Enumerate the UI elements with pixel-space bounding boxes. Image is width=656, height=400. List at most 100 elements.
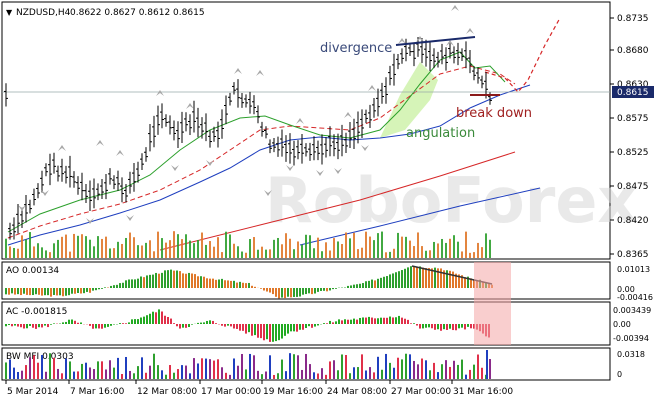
price-axis-label: 0.8630 [617, 80, 649, 90]
ac-bar [173, 323, 175, 324]
ao-bar [431, 268, 433, 288]
ao-bar [269, 288, 271, 293]
ac-bar [188, 324, 190, 328]
ao-bar [20, 288, 22, 296]
mfi-axis: 0.0318 0 [617, 350, 645, 379]
fractal-arrows [18, 5, 474, 224]
ao-bar [380, 277, 382, 288]
mfi-bar [389, 362, 391, 379]
ao-bar [128, 279, 130, 288]
ao-bar [221, 278, 223, 288]
ao-bar [422, 267, 424, 288]
volume-bar [369, 236, 371, 258]
ao-bar [272, 288, 274, 295]
mfi-bar [81, 363, 83, 379]
volume-bar [253, 237, 255, 258]
ao-bar [197, 276, 199, 288]
price-axis-label: 0.8680 [617, 46, 649, 56]
mfi-bar [345, 354, 347, 379]
current-price-tag [612, 86, 654, 98]
ao-bar [392, 273, 394, 288]
ao-bar [446, 270, 448, 288]
mfi-bar [429, 370, 431, 379]
ac-bar [425, 324, 427, 328]
mfi-bar [45, 371, 47, 379]
volume-bar [473, 252, 475, 258]
ac-bar [20, 324, 22, 328]
mfi-bar [177, 369, 179, 379]
mfi-bar [349, 373, 351, 379]
volume-bar [145, 242, 147, 258]
volume-bar [61, 236, 63, 258]
mfi-bar [329, 361, 331, 379]
volume-bar [229, 234, 231, 258]
volume-bar [413, 246, 415, 258]
ao-bar [299, 288, 301, 297]
ao-bar [410, 266, 412, 288]
mfi-bar [305, 353, 307, 379]
fractal-down-icon [361, 145, 369, 151]
time-axis-label: 31 Mar 16:00 [453, 387, 513, 397]
ac-bar [269, 324, 271, 342]
ac-bar [416, 324, 418, 326]
mfi-bar [89, 367, 91, 379]
ao-bar [317, 288, 319, 292]
mfi-bar [209, 359, 211, 379]
ao-axis-label: 0.01013 [617, 265, 650, 274]
ac-bar [11, 324, 13, 327]
ao-bar [71, 288, 73, 294]
ao-bar [209, 278, 211, 288]
mfi-bar [321, 368, 323, 379]
mfi-bar [161, 370, 163, 379]
ac-bar [230, 324, 232, 327]
volume-bar [365, 231, 367, 258]
fractal-up-icon [398, 38, 406, 44]
ac-bar [107, 324, 109, 327]
volume-bar [361, 247, 363, 258]
ao-bar [104, 287, 106, 288]
ao-bar [44, 288, 46, 296]
fractal-up-icon [446, 40, 454, 46]
volume-bar [337, 241, 339, 258]
ac-bar [422, 324, 424, 329]
ac-bar [305, 324, 307, 328]
ao-bar [245, 283, 247, 288]
volume-bar [153, 251, 155, 258]
ao-bar [395, 272, 397, 288]
volume-bar [173, 231, 175, 258]
time-axis-label: 17 Mar 00:00 [201, 387, 261, 397]
fractal-up-icon [344, 112, 352, 118]
volume-bar [65, 234, 67, 258]
ao-bar [119, 283, 121, 288]
mfi-bar [361, 354, 363, 379]
ac-bar [434, 324, 436, 330]
volume-bar [389, 251, 391, 258]
ac-bar [383, 317, 385, 324]
ac-bar [464, 324, 466, 330]
collapse-triangle-icon[interactable]: ▼ [6, 8, 13, 17]
ao-bar [59, 288, 61, 296]
mfi-bar [253, 355, 255, 379]
volume-bar [373, 240, 375, 258]
ac-bar [263, 324, 265, 341]
ac-bar [200, 322, 202, 324]
ac-bar [314, 324, 316, 327]
ac-bar [143, 316, 145, 324]
ac-bar [467, 324, 469, 327]
mfi-bar [25, 365, 27, 379]
fractal-up-icon [156, 90, 164, 96]
mfi-bar [449, 366, 451, 379]
ac-bar [221, 324, 223, 326]
volume-bar [5, 238, 7, 258]
ao-bar [368, 280, 370, 288]
ao-bar [86, 288, 88, 292]
ac-bar [296, 324, 298, 332]
mfi-bar [477, 354, 479, 379]
mfi-bar [65, 358, 67, 379]
current-price-label: 0.8615 [617, 88, 649, 98]
ao-bar [248, 282, 250, 288]
volume-bar [461, 251, 463, 258]
volume-bar [89, 239, 91, 258]
volume-bar [181, 239, 183, 258]
